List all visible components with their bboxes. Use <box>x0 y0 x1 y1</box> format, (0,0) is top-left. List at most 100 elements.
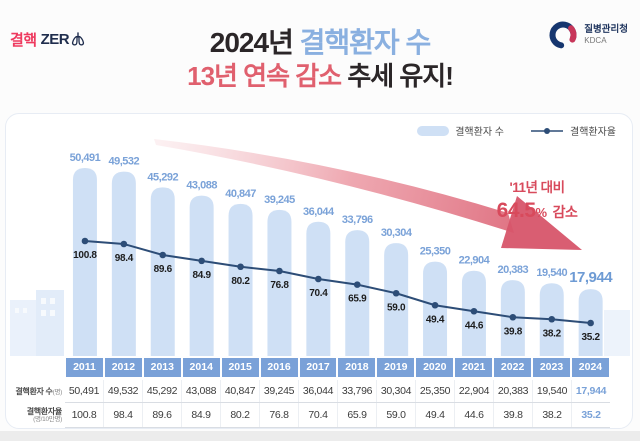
count-cell-2022: 20,383 <box>494 380 533 402</box>
rate-cell-2023: 38.2 <box>533 403 572 427</box>
page-bottom-margin <box>0 431 640 441</box>
row-label-patient-rate: 결핵환자율 (명/10만명) <box>26 406 63 424</box>
rate-label-2017: 70.4 <box>309 288 328 299</box>
annotation-baseline: '11년 대비 <box>509 180 566 195</box>
rate-point-2018 <box>353 281 361 288</box>
bar-value-label-2013: 45,292 <box>147 171 178 183</box>
rate-cell-2020: 49.4 <box>416 403 455 427</box>
rate-cell-2017: 70.4 <box>299 403 338 427</box>
legend-line-label: 결핵환자율 <box>570 127 616 138</box>
bar-value-label-2022: 20,383 <box>498 264 529 276</box>
bar-2013 <box>150 187 175 356</box>
rate-cell-2021: 44.6 <box>455 403 494 427</box>
bar-value-label-2016: 39,245 <box>264 194 295 206</box>
bar-value-label-2014: 43,088 <box>186 180 217 192</box>
rate-point-2011 <box>81 237 89 245</box>
count-cell-2015: 40,847 <box>221 380 260 402</box>
bar-2011 <box>72 168 97 356</box>
count-cell-2020: 25,350 <box>416 380 455 402</box>
rate-label-2016: 76.8 <box>270 280 289 291</box>
year-cell-2019: 2019 <box>377 358 415 377</box>
rate-point-2014 <box>198 257 205 265</box>
count-cell-2014: 43,088 <box>182 380 221 402</box>
legend-bar-label: 결핵환자 수 <box>455 127 504 138</box>
bar-2016 <box>267 209 292 356</box>
title-trend: 추세 유지! <box>347 61 454 91</box>
year-cell-2020: 2020 <box>416 358 454 377</box>
rate-cell-2024: 35.2 <box>581 409 601 421</box>
year-cell-2013: 2013 <box>143 358 181 377</box>
agency-name: 질병관리청 <box>584 23 628 35</box>
bar-2014 <box>189 195 214 356</box>
year-cell-2015: 2015 <box>221 358 259 377</box>
rate-point-2020 <box>431 301 439 309</box>
year-cell-2018: 2018 <box>338 358 376 377</box>
year-cell-2017: 2017 <box>299 358 337 377</box>
rate-point-2017 <box>315 275 322 283</box>
year-cell-2022: 2022 <box>494 358 532 377</box>
bar-value-label-2020: 25,350 <box>420 246 451 258</box>
rate-label-2024: 35.2 <box>582 332 601 343</box>
bar-2012 <box>111 171 136 356</box>
year-cell-2023: 2023 <box>533 358 570 377</box>
chart-legend: 결핵환자 수 결핵환자율 <box>417 123 616 138</box>
rate-point-2023 <box>548 315 556 323</box>
kdca-emblem-icon <box>549 21 577 49</box>
year-cell-2012: 2012 <box>104 358 142 377</box>
rate-point-2015 <box>237 263 244 271</box>
logo-text-tb: 결핵 <box>10 32 37 49</box>
bar-value-label-2018: 33,796 <box>342 214 373 226</box>
rate-cell-2022: 39.8 <box>494 403 533 427</box>
year-cell-2021: 2021 <box>455 358 493 377</box>
annotation-value: 64.5 <box>496 199 536 222</box>
tb-zero-logo: 결핵 ZER <box>10 29 86 50</box>
row-label-patient-count: 결핵환자 수(명) <box>15 386 62 396</box>
rate-cell-2014: 84.9 <box>182 403 221 427</box>
table-row-patient-count: 결핵환자 수(명) 50,491 49,532 45,292 43,088 40,847… <box>6 380 610 403</box>
count-cell-2016: 39,245 <box>260 380 299 402</box>
rate-point-2021 <box>470 307 478 315</box>
rate-label-2014: 84.9 <box>193 270 212 281</box>
count-cell-2021: 22,904 <box>455 380 494 402</box>
year-cell-2024: 2024 <box>571 358 609 377</box>
year-cell-2016: 2016 <box>260 358 298 377</box>
bar-value-label-2021: 22,904 <box>459 255 491 267</box>
count-cell-2017: 36,044 <box>299 380 338 402</box>
title-subject: 결핵환자 수 <box>299 27 432 58</box>
bar-swatch-icon <box>417 125 450 136</box>
rate-label-2011: 100.8 <box>73 250 97 261</box>
rate-label-2022: 39.8 <box>504 326 523 337</box>
rate-cell-2018: 65.9 <box>338 403 377 427</box>
rate-point-2013 <box>159 251 167 259</box>
bar-value-label-2011: 50,491 <box>70 152 101 164</box>
bar-2018 <box>345 230 370 356</box>
agency-abbr: KDCA <box>584 35 607 45</box>
annotation-suffix: 감소 <box>552 204 578 220</box>
count-cell-2011: 50,491 <box>65 380 104 402</box>
count-cell-2012: 49,532 <box>104 380 143 402</box>
rate-cell-2013: 89.6 <box>143 403 182 427</box>
year-cell-2011: 2011 <box>66 358 103 377</box>
rate-label-2018: 65.9 <box>348 294 367 305</box>
count-cell-2023: 19,540 <box>533 380 572 402</box>
bar-2015 <box>228 203 253 356</box>
rate-point-2016 <box>276 267 283 275</box>
decline-arrow <box>154 139 582 250</box>
rate-point-2024 <box>587 319 594 327</box>
rate-point-2022 <box>509 313 517 321</box>
chart-card: 결핵환자 수 결핵환자율 <box>5 113 633 429</box>
rate-cell-2016: 76.8 <box>260 403 299 427</box>
year-cell-2014: 2014 <box>182 358 220 377</box>
year-axis: 2011 2012 2013 2014 2015 2016 2017 2018 2019 2020… <box>65 358 610 377</box>
rate-line <box>84 240 591 324</box>
rate-label-2015: 80.2 <box>231 276 250 287</box>
bar-value-label-2024: 17,944 <box>569 269 613 286</box>
rate-label-2020: 49.4 <box>426 314 445 325</box>
count-cell-2019: 30,304 <box>377 380 416 402</box>
rate-point-2012 <box>120 240 128 248</box>
title-year: 2024년 <box>209 27 294 58</box>
annotation-unit: % <box>535 205 548 220</box>
rate-cell-2011: 100.8 <box>65 403 104 427</box>
rate-label-2012: 98.4 <box>115 253 134 264</box>
title-streak: 13년 연속 감소 <box>187 61 342 91</box>
